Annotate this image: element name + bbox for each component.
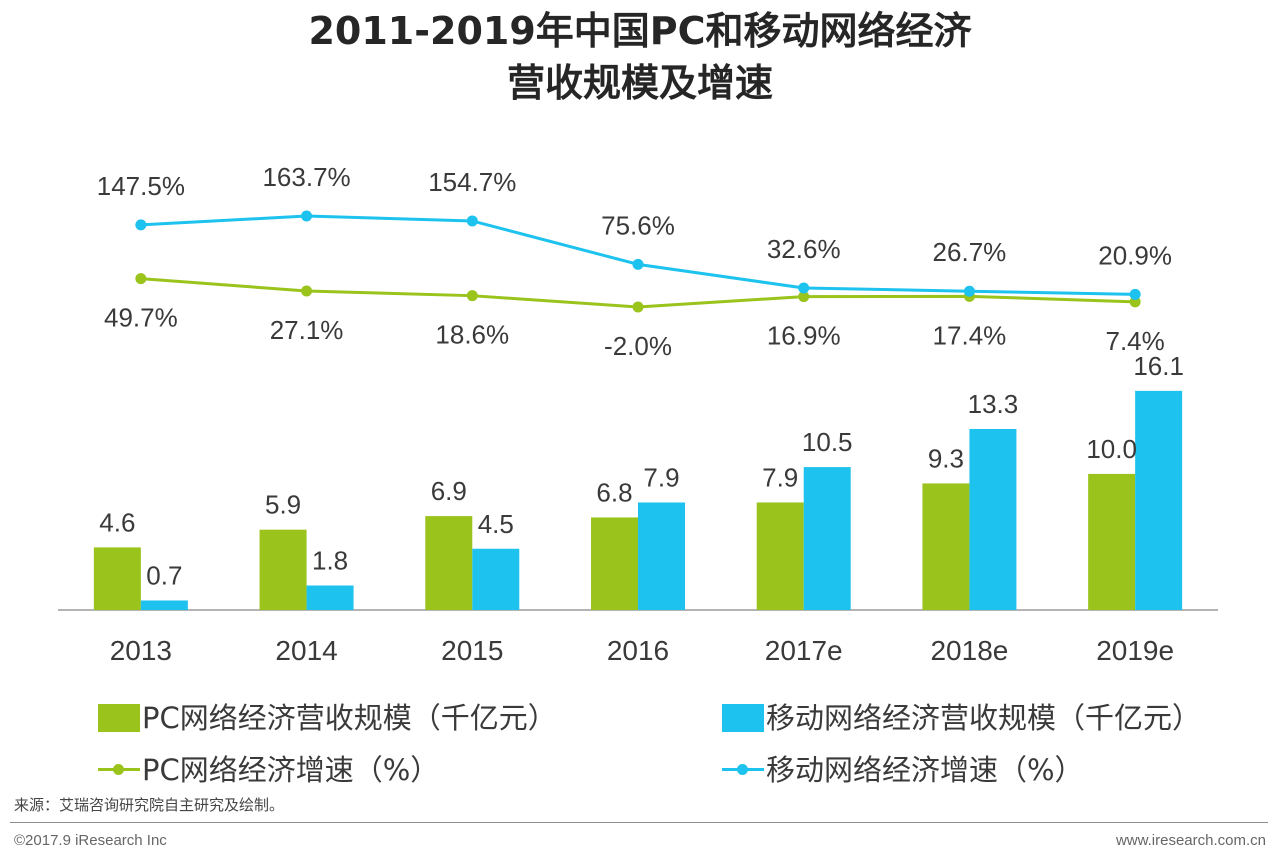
bar-mobile-2015 bbox=[472, 548, 520, 610]
bar-mobile-2014 bbox=[306, 585, 354, 610]
bar-mobile-2019e bbox=[1135, 390, 1183, 610]
bar-label-mobile-2018e: 13.3 bbox=[968, 389, 1019, 419]
bar-mobile-2013 bbox=[140, 600, 188, 610]
point-mobile-2013 bbox=[135, 219, 147, 231]
point-mobile-2016 bbox=[632, 258, 644, 270]
legend-mobile-line: 移动网络经济增速（%） bbox=[722, 747, 1084, 789]
point-pc-2017e bbox=[798, 291, 810, 303]
bar-label-pc-2015: 6.9 bbox=[431, 476, 467, 506]
point-mobile-2019e bbox=[1129, 288, 1141, 300]
point-mobile-2018e bbox=[963, 285, 975, 297]
source-note: 来源：艾瑞咨询研究院自主研究及绘制。 bbox=[14, 796, 285, 814]
legend-pc-bar: PC网络经济营收规模（千亿元） bbox=[98, 695, 557, 737]
line-label-pc-2013: 49.7% bbox=[104, 303, 178, 333]
line-label-mobile-2019e: 20.9% bbox=[1098, 240, 1172, 270]
bar-mobile-2018e bbox=[969, 428, 1017, 610]
line-label-pc-2019e: 7.4% bbox=[1106, 326, 1165, 356]
bar-label-pc-2013: 4.6 bbox=[99, 507, 135, 537]
bar-label-mobile-2015: 4.5 bbox=[478, 509, 514, 539]
bar-pc-2015 bbox=[425, 516, 473, 610]
line-label-mobile-2016: 75.6% bbox=[601, 210, 675, 240]
bar-label-pc-2018e: 9.3 bbox=[928, 443, 964, 473]
bar-label-mobile-2014: 1.8 bbox=[312, 546, 348, 576]
legend-pc-line-label: PC网络经济增速（%） bbox=[142, 753, 440, 787]
legend-mobile-bar-label: 移动网络经济营收规模（千亿元） bbox=[766, 701, 1202, 735]
point-mobile-2017e bbox=[798, 282, 810, 294]
bar-pc-2014 bbox=[259, 529, 307, 610]
bar-label-mobile-2019e: 16.1 bbox=[1133, 351, 1184, 381]
point-pc-2015 bbox=[466, 290, 478, 302]
legend-pc-line: PC网络经济增速（%） bbox=[98, 747, 439, 789]
legend-pc-bar-label: PC网络经济营收规模（千亿元） bbox=[142, 701, 557, 735]
website-link[interactable]: www.iresearch.com.cn bbox=[1115, 832, 1266, 849]
point-mobile-2014 bbox=[301, 210, 313, 222]
x-tick-2013: 2013 bbox=[110, 635, 172, 666]
bar-label-pc-2016: 6.8 bbox=[596, 477, 632, 507]
x-tick-2016: 2016 bbox=[607, 635, 669, 666]
line-label-pc-2016: -2.0% bbox=[604, 331, 672, 361]
point-pc-2013 bbox=[135, 273, 147, 285]
legend-mobile-line-marker bbox=[722, 756, 764, 784]
point-mobile-2015 bbox=[466, 215, 478, 227]
legend-mobile-bar: 移动网络经济营收规模（千亿元） bbox=[722, 695, 1201, 737]
bar-label-mobile-2016: 7.9 bbox=[643, 462, 679, 492]
legend-pc-bar-swatch bbox=[98, 704, 140, 732]
x-tick-2019e: 2019e bbox=[1096, 635, 1174, 666]
bar-pc-2019e bbox=[1088, 473, 1136, 610]
line-label-pc-2015: 18.6% bbox=[435, 320, 509, 350]
bar-label-pc-2014: 5.9 bbox=[265, 490, 301, 520]
line-label-mobile-2015: 154.7% bbox=[428, 167, 516, 197]
bar-mobile-2017e bbox=[803, 467, 851, 610]
line-label-pc-2017e: 16.9% bbox=[767, 321, 841, 351]
point-pc-2014 bbox=[301, 285, 313, 297]
line-label-pc-2014: 27.1% bbox=[270, 315, 344, 345]
x-tick-2018e: 2018e bbox=[930, 635, 1008, 666]
copyright-text: ©2017.9 iResearch Inc bbox=[14, 832, 167, 849]
legend-mobile-bar-swatch bbox=[722, 704, 764, 732]
bar-pc-2018e bbox=[922, 483, 970, 610]
bar-pc-2017e bbox=[756, 502, 804, 610]
line-label-pc-2018e: 17.4% bbox=[933, 320, 1007, 350]
bar-label-pc-2019e: 10.0 bbox=[1086, 434, 1137, 464]
footer-divider bbox=[10, 822, 1268, 823]
line-label-mobile-2017e: 32.6% bbox=[767, 234, 841, 264]
bar-label-mobile-2013: 0.7 bbox=[146, 560, 182, 590]
line-label-mobile-2018e: 26.7% bbox=[933, 237, 1007, 267]
x-tick-2014: 2014 bbox=[275, 635, 337, 666]
bar-label-pc-2017e: 7.9 bbox=[762, 462, 798, 492]
line-label-mobile-2014: 163.7% bbox=[262, 162, 350, 192]
line-label-mobile-2013: 147.5% bbox=[97, 171, 185, 201]
chart-title-line1: 2011-2019年中国PC和移动网络经济 bbox=[308, 9, 972, 53]
x-tick-2015: 2015 bbox=[441, 635, 503, 666]
point-pc-2016 bbox=[632, 301, 644, 313]
chart-title-line2: 营收规模及增速 bbox=[506, 61, 773, 105]
bar-pc-2013 bbox=[93, 547, 141, 610]
bar-label-mobile-2017e: 10.5 bbox=[802, 427, 853, 457]
bar-pc-2016 bbox=[591, 517, 638, 610]
x-tick-2017e: 2017e bbox=[765, 635, 843, 666]
legend-mobile-line-label: 移动网络经济增速（%） bbox=[766, 753, 1084, 787]
bar-mobile-2016 bbox=[638, 502, 685, 610]
chart-canvas: 4.6 0.7 2013 5.9 1.8 2014 6.9 4.5 2015 6.8 7.9 2016… bbox=[58, 162, 1218, 666]
legend-pc-line-marker bbox=[98, 756, 140, 784]
